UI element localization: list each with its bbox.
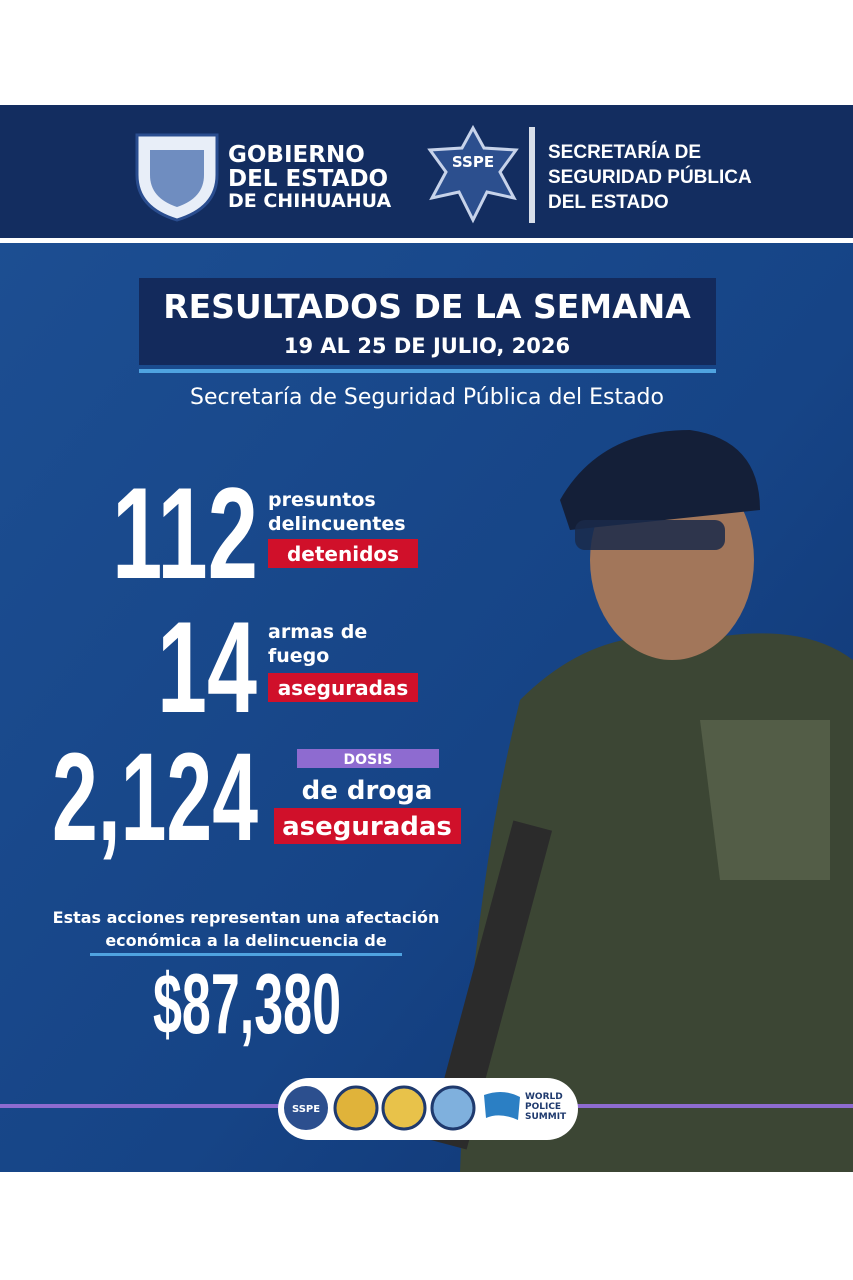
stat-text: delincuentes — [268, 513, 406, 535]
sec-line: DEL ESTADO — [548, 192, 669, 213]
crest-inner — [150, 150, 204, 207]
stat-highlight: detenidos — [287, 542, 399, 566]
stat-tag: DOSIS — [344, 752, 393, 768]
stat-number: 14 — [157, 594, 257, 740]
sspe-badge — [427, 124, 519, 224]
date: 19 AL 25 DE JULIO, 2026 — [284, 334, 570, 358]
impact-text: económica a la delincuencia de — [105, 931, 387, 950]
logo — [484, 1091, 520, 1120]
highlight-box — [268, 539, 418, 568]
title-rule — [139, 369, 716, 373]
title: RESULTADOS DE LA SEMANA — [163, 287, 691, 326]
officer-photo — [427, 430, 853, 1172]
header-divider — [529, 127, 535, 223]
impact-rule — [90, 953, 402, 956]
impact-amount: $87,380 — [153, 957, 341, 1052]
impact-text: Estas acciones representan una afectació… — [53, 908, 440, 927]
logo — [333, 1085, 379, 1131]
logo — [430, 1085, 476, 1131]
summit-text: WORLD — [525, 1092, 563, 1102]
highlight-box — [274, 808, 461, 844]
stat-highlight: aseguradas — [282, 812, 452, 842]
tag-box — [297, 749, 439, 768]
stat-number: 112 — [112, 460, 258, 606]
subtitle: Secretaría de Seguridad Pública del Esta… — [190, 385, 664, 410]
gov-line: GOBIERNO — [228, 142, 365, 168]
title-box — [139, 278, 716, 365]
gov-line: DE CHIHUAHUA — [228, 190, 391, 212]
stat-number: 2,124 — [52, 728, 258, 867]
stat-highlight: aseguradas — [278, 676, 409, 700]
summit-text: SUMMIT — [525, 1112, 567, 1122]
summit-text: POLICE — [525, 1102, 561, 1112]
stat-text: armas de — [268, 621, 367, 643]
gov-line: DEL ESTADO — [228, 166, 388, 192]
sec-line: SEGURIDAD PÚBLICA — [548, 166, 752, 188]
logo — [284, 1086, 328, 1130]
header-rule — [0, 238, 853, 243]
highlight-box — [268, 673, 418, 702]
stat-text: presuntos — [268, 489, 376, 511]
badge-text: SSPE — [452, 153, 494, 171]
logo-text: SSPE — [292, 1104, 320, 1115]
stat-text: de droga — [302, 776, 433, 806]
sec-line: SECRETARÍA DE — [548, 141, 701, 163]
stat-text: fuego — [268, 645, 329, 667]
logo — [381, 1085, 427, 1131]
